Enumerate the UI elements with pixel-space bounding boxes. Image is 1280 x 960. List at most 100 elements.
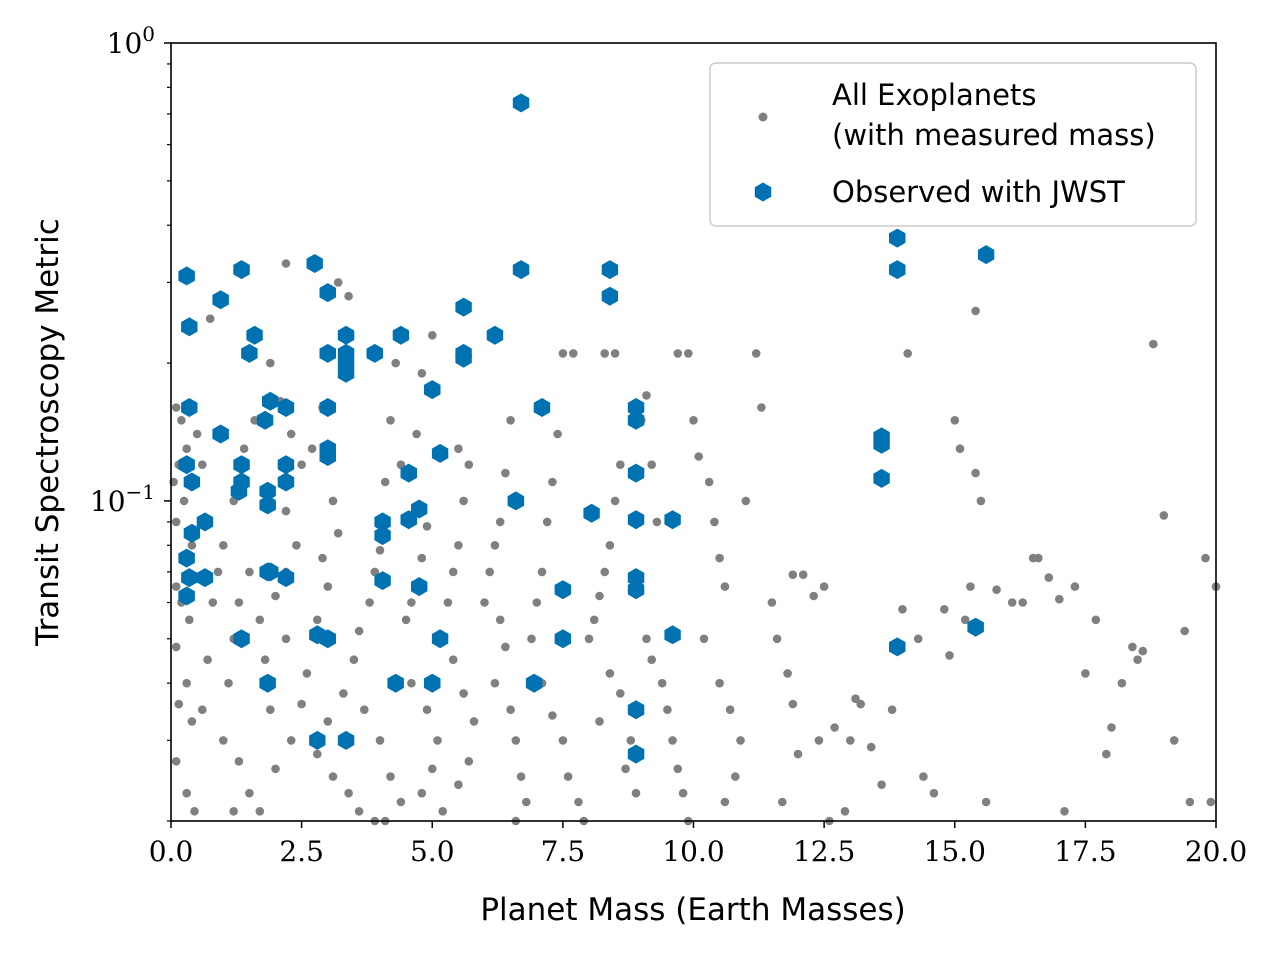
exoplanet-point-197 [846, 736, 855, 745]
exoplanet-point-115 [501, 468, 510, 478]
jwst-point-26 [259, 673, 276, 693]
exoplanet-point-82 [386, 772, 395, 781]
exoplanet-point-54 [302, 669, 312, 678]
exoplanet-point-207 [929, 788, 939, 798]
exoplanet-point-46 [297, 460, 306, 470]
exoplanet-point-226 [1070, 582, 1080, 591]
exoplanet-point-6 [179, 496, 189, 506]
exoplanet-point-19 [203, 655, 212, 664]
exoplanet-point-100 [443, 598, 453, 607]
exoplanet-point-87 [407, 598, 416, 607]
exoplanet-point-16 [182, 788, 191, 798]
jwst-point-39 [309, 730, 326, 750]
exoplanet-point-89 [417, 553, 427, 563]
jwst-point-18 [241, 343, 258, 363]
jwst-point-3 [178, 455, 195, 475]
exoplanet-point-120 [506, 705, 515, 714]
exoplanet-point-241 [1206, 797, 1216, 807]
jwst-point-0 [178, 266, 195, 286]
exoplanet-point-72 [354, 807, 364, 816]
legend-box [709, 62, 1197, 227]
jwst-point-69 [554, 629, 572, 649]
exoplanet-point-10 [185, 615, 194, 625]
jwst-point-50 [392, 325, 410, 345]
jwst-point-38 [319, 629, 336, 649]
jwst-point-11 [212, 424, 229, 444]
x-tick-label: 15.0 [924, 835, 986, 868]
x-tick-label: 7.5 [541, 835, 586, 868]
jwst-point-78 [627, 580, 645, 600]
exoplanet-point-208 [940, 605, 949, 614]
exoplanet-point-105 [454, 444, 463, 454]
jwst-point-33 [319, 343, 336, 363]
x-tick-label: 12.5 [793, 835, 855, 868]
exoplanet-point-167 [684, 349, 693, 358]
exoplanet-point-185 [783, 669, 792, 678]
exoplanet-point-203 [898, 605, 907, 614]
exoplanet-point-205 [913, 634, 923, 644]
exoplanet-point-157 [652, 517, 662, 527]
exoplanet-point-111 [480, 598, 489, 607]
exoplanet-point-228 [1091, 615, 1101, 625]
exoplanet-point-204 [903, 349, 912, 358]
exoplanet-point-129 [548, 477, 557, 487]
jwst-point-64 [512, 93, 530, 113]
jwst-point-57 [431, 443, 449, 463]
exoplanet-point-103 [459, 496, 468, 506]
jwst-point-9 [196, 512, 214, 532]
exoplanet-point-192 [819, 582, 829, 591]
x-axis-title: Planet Mass (Earth Masses) [480, 892, 905, 928]
exoplanet-point-216 [971, 306, 980, 316]
exoplanet-point-81 [375, 736, 385, 745]
exoplanet-point-45 [281, 506, 291, 516]
exoplanet-point-27 [224, 678, 233, 688]
jwst-point-40 [337, 325, 355, 345]
exoplanet-point-227 [1081, 669, 1090, 678]
exoplanet-point-153 [631, 788, 641, 798]
exoplanet-point-180 [741, 496, 751, 506]
jwst-point-51 [400, 463, 417, 483]
exoplanet-point-21 [213, 567, 223, 577]
jwst-point-28 [277, 455, 295, 475]
jwst-point-82 [664, 625, 681, 645]
exoplanet-point-117 [495, 615, 505, 625]
exoplanet-point-12 [182, 678, 191, 688]
jwst-point-21 [262, 391, 279, 411]
exoplanet-point-95 [422, 705, 432, 714]
exoplanet-point-190 [798, 570, 808, 579]
jwst-point-6 [178, 548, 195, 568]
exoplanet-point-141 [595, 591, 604, 601]
exoplanet-point-11 [171, 642, 181, 652]
exoplanet-point-163 [673, 764, 683, 774]
jwst-point-80 [627, 744, 645, 764]
jwst-point-17 [233, 629, 250, 649]
x-tick-label: 0.0 [149, 835, 194, 868]
legend-marker-all-exoplanets [758, 112, 768, 122]
exoplanet-point-122 [516, 772, 526, 781]
exoplanet-point-14 [187, 717, 197, 726]
exoplanet-point-151 [626, 736, 636, 745]
jwst-point-23 [259, 495, 276, 515]
jwst-point-12 [212, 290, 229, 310]
exoplanet-point-145 [616, 460, 625, 470]
exoplanet-point-175 [715, 678, 724, 688]
exoplanet-point-211 [955, 444, 965, 454]
jwst-point-4 [183, 472, 201, 492]
exoplanet-point-126 [532, 598, 542, 607]
exoplanet-point-109 [464, 757, 474, 766]
exoplanet-point-4 [182, 444, 191, 454]
exoplanet-point-233 [1133, 655, 1142, 664]
exoplanet-point-40 [255, 807, 265, 816]
exoplanet-point-229 [1102, 749, 1111, 759]
exoplanet-point-5 [171, 517, 181, 527]
jwst-point-87 [889, 260, 906, 280]
jwst-point-2 [181, 398, 198, 417]
exoplanet-point-181 [751, 349, 761, 358]
exoplanet-point-53 [297, 699, 306, 709]
exoplanet-point-131 [558, 349, 568, 358]
exoplanet-point-63 [333, 278, 343, 287]
x-tick-label: 10.0 [662, 835, 724, 868]
exoplanet-point-232 [1128, 642, 1137, 652]
exoplanet-point-173 [720, 582, 730, 591]
jwst-point-90 [977, 245, 995, 265]
